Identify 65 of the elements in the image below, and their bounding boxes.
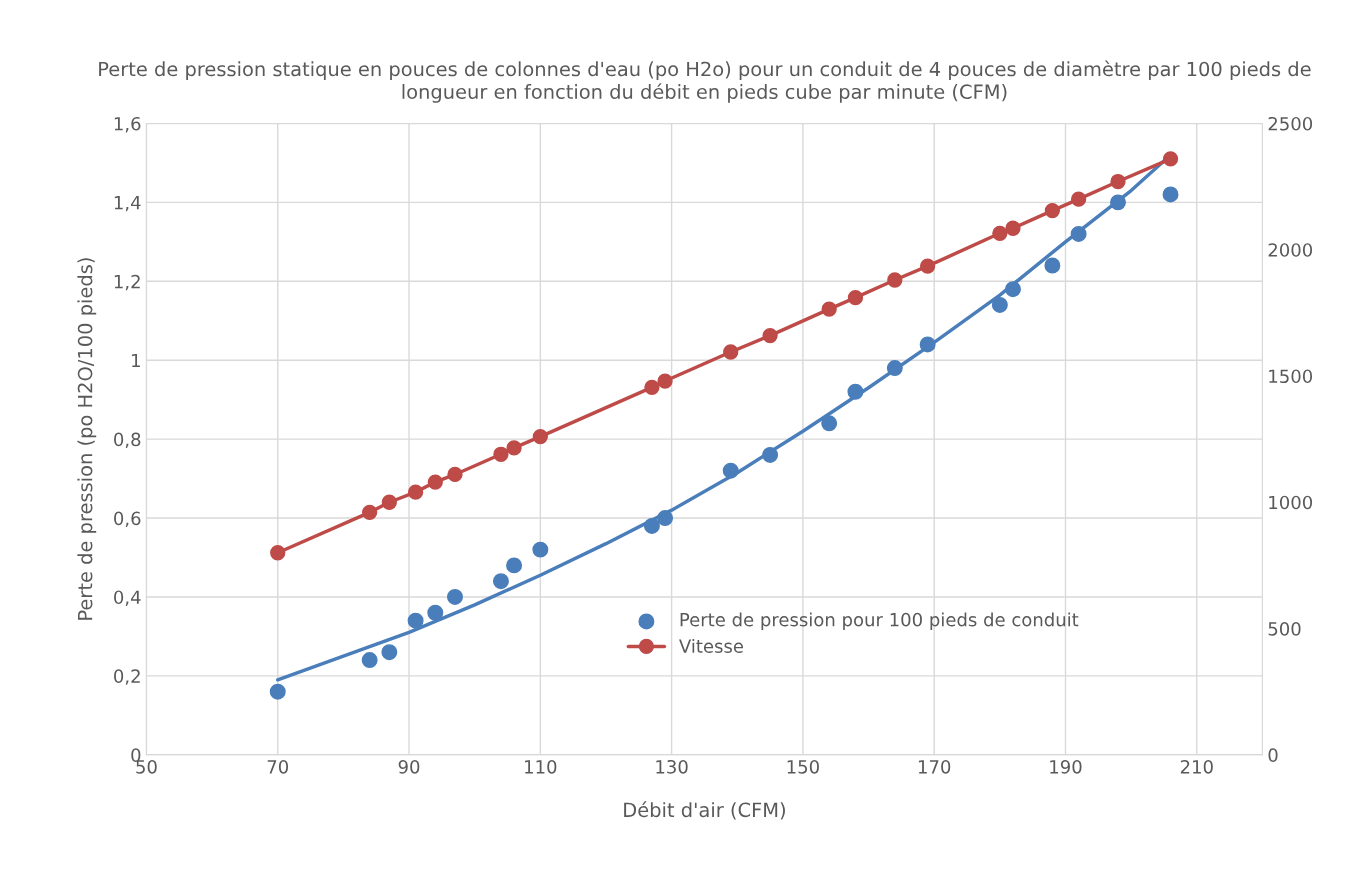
point [1044,202,1061,219]
y-tick-label: 0,6 [114,511,141,527]
y-tick-label: 1,6 [114,116,141,133]
x-tick-label: 150 [787,759,819,774]
point [427,474,443,490]
point [493,446,509,462]
x-axis-title: Débit d'air (CFM) [624,801,785,820]
point [1070,191,1087,207]
point [407,612,424,629]
point [270,545,286,561]
point [427,604,444,621]
point [1162,151,1179,167]
point [723,344,739,360]
point [407,484,424,500]
x-tick-label: 90 [398,759,420,774]
point [492,573,509,590]
y-tick-label: 1 [132,353,140,368]
x-tick-label: 210 [1180,759,1213,774]
point [1110,173,1126,190]
point [506,557,523,574]
x-tick-label: 70 [267,759,289,774]
point [447,588,463,605]
y-tick-label: 0,8 [114,432,141,449]
point [762,327,778,344]
point [532,541,549,558]
y-tick-label: 0,2 [114,669,140,685]
point [644,379,660,395]
y-tick-label: 0 [131,748,141,762]
point [362,504,378,520]
y2-tick-label: 1500 [1269,369,1313,384]
y2-tick-label: 2000 [1268,243,1313,257]
point [532,428,548,445]
y-tick-label: 0,4 [114,590,141,606]
point [1005,220,1021,236]
y2-tick-label: 500 [1268,621,1301,636]
y2-tick-label: 0 [1268,748,1278,762]
legend-label: Perte de pression pour 100 pieds de conduit [680,612,1079,630]
point [361,652,378,669]
point [657,373,673,389]
y-tick-label: 1,4 [114,196,141,212]
x-tick-label: 130 [656,759,688,774]
point [887,272,903,288]
x-tick-label: 110 [525,759,557,774]
y-axis-title: Perte de pression (po H2O/100 pieds) [77,258,97,620]
point [992,225,1008,241]
point [381,494,397,510]
y2-tick-label: 1000 [1269,495,1313,510]
point [447,466,463,483]
point [991,296,1008,313]
point [847,290,864,306]
point [1044,257,1061,274]
point [269,683,286,700]
y-tick-label: 1,2 [114,274,140,291]
point [381,644,398,661]
legend-label: Vitesse [679,639,744,653]
x-tick-label: 190 [1050,759,1082,774]
point [821,415,838,432]
point [506,440,522,456]
x-tick-label: 170 [918,759,951,774]
point [920,258,936,274]
point [1162,186,1179,203]
x-tick-label: 50 [136,759,157,774]
y2-tick-label: 2500 [1268,116,1313,131]
point [821,301,837,317]
chart-title: Perte de pression statique en pouces de colonnes d'eau (po H2o) pour un conduit de 4 pouces de diamètre par 100 pieds de longueur en fonction du débit en pieds cube par minute (CFM) [99,60,1311,103]
